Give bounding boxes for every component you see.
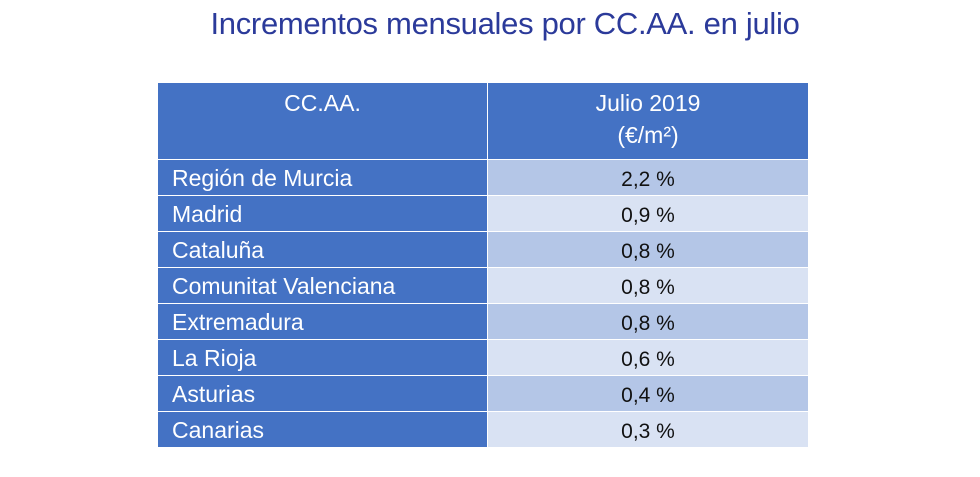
value-cell: 0,8 % [487, 303, 809, 340]
region-cell: Canarias [157, 411, 488, 448]
table-row: Canarias 0,3 % [157, 411, 809, 448]
region-cell: Comunitat Valenciana [157, 267, 488, 304]
column-header-region: CC.AA. [157, 82, 488, 160]
data-table: CC.AA. Julio 2019 (€/m²) Región de Murci… [157, 82, 809, 448]
value-cell: 0,6 % [487, 339, 809, 376]
table-row: Comunitat Valenciana 0,8 % [157, 267, 809, 304]
column-header-value-label: Julio 2019 [595, 90, 701, 116]
value-cell: 0,9 % [487, 195, 809, 232]
region-cell: Extremadura [157, 303, 488, 340]
column-header-value-unit: (€/m²) [617, 122, 679, 148]
value-cell: 0,8 % [487, 267, 809, 304]
region-cell: Cataluña [157, 231, 488, 268]
table-row: Extremadura 0,8 % [157, 303, 809, 340]
region-cell: Asturias [157, 375, 488, 412]
column-header-region-label: CC.AA. [284, 90, 361, 116]
table-row: Cataluña 0,8 % [157, 231, 809, 268]
table-row: Región de Murcia 2,2 % [157, 159, 809, 196]
value-cell: 2,2 % [487, 159, 809, 196]
value-cell: 0,3 % [487, 411, 809, 448]
value-cell: 0,8 % [487, 231, 809, 268]
table-header-row: CC.AA. Julio 2019 (€/m²) [157, 82, 809, 160]
page-title: Incrementos mensuales por CC.AA. en juli… [210, 6, 800, 41]
column-header-value: Julio 2019 (€/m²) [487, 82, 809, 160]
value-cell: 0,4 % [487, 375, 809, 412]
region-cell: Madrid [157, 195, 488, 232]
region-cell: La Rioja [157, 339, 488, 376]
region-cell: Región de Murcia [157, 159, 488, 196]
table-row: La Rioja 0,6 % [157, 339, 809, 376]
table-row: Asturias 0,4 % [157, 375, 809, 412]
table-row: Madrid 0,9 % [157, 195, 809, 232]
